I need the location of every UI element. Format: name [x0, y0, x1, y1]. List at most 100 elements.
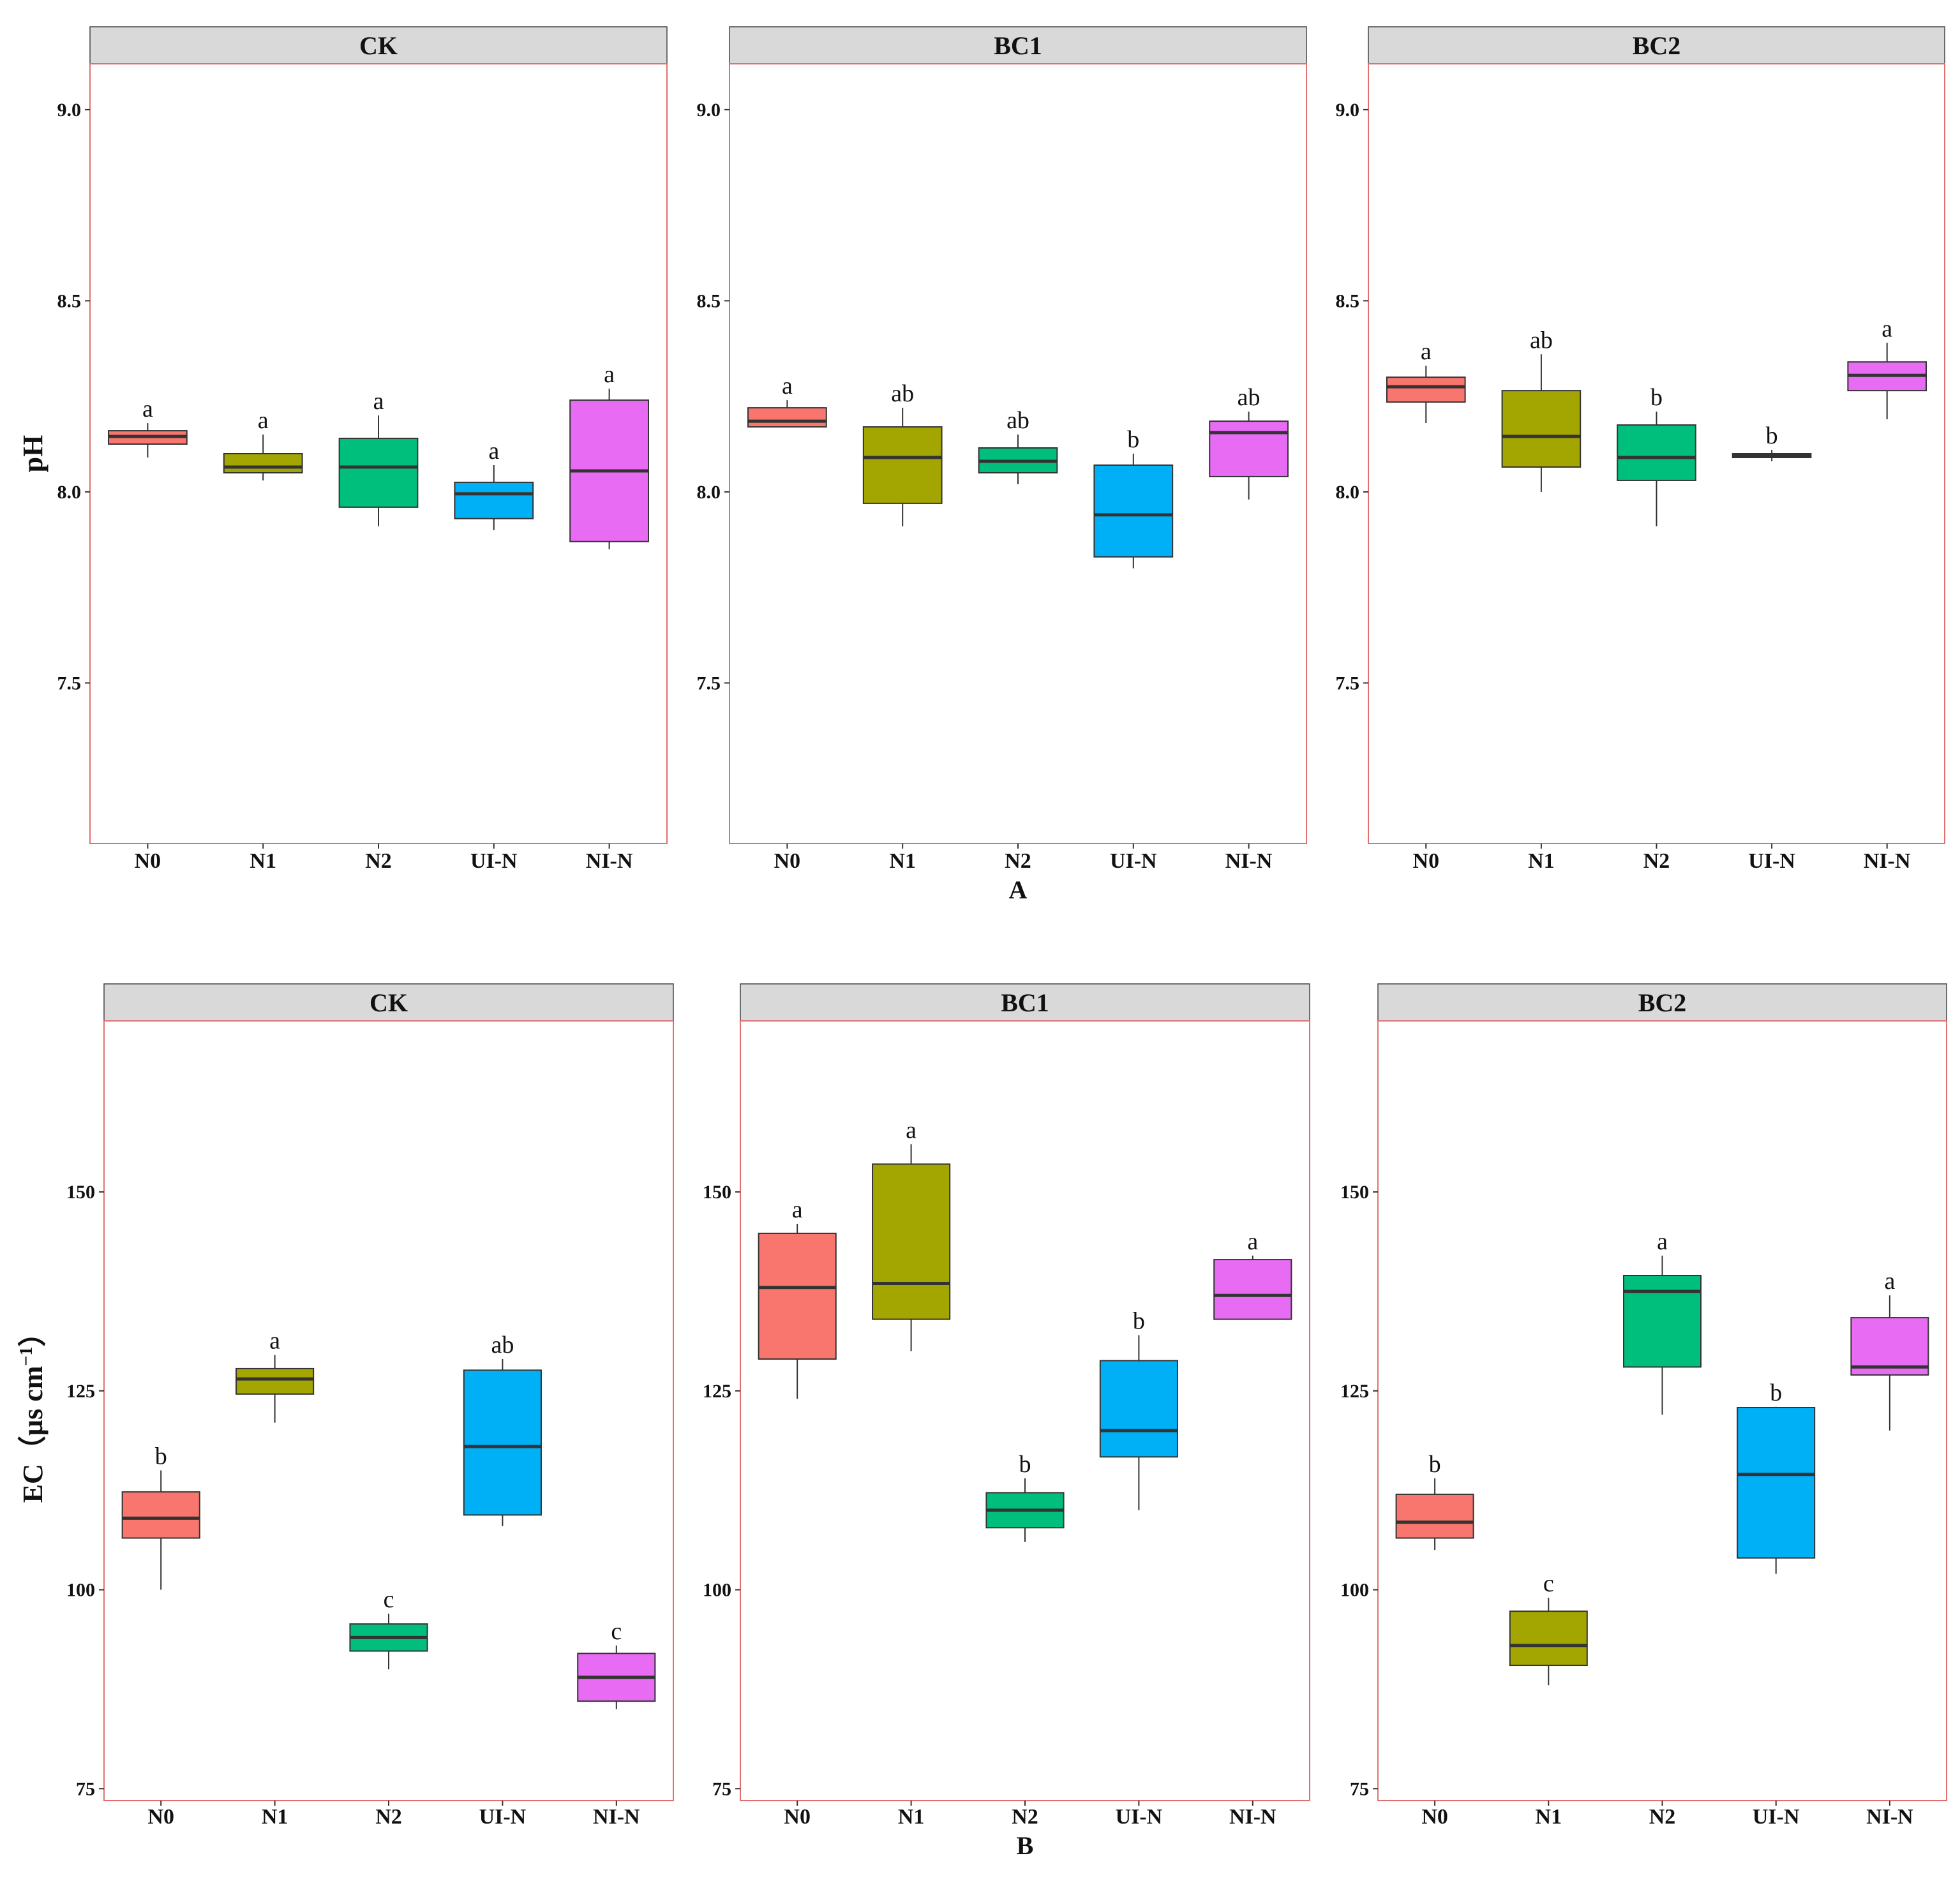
x-tick-label: N1 — [1528, 849, 1555, 873]
box-body — [1617, 424, 1696, 481]
x-tick-label: N2 — [1005, 849, 1031, 873]
y-tick-label: 9.0 — [57, 100, 82, 121]
significance-letter: c — [611, 1618, 622, 1645]
significance-letter: ab — [1238, 384, 1261, 411]
y-tick-label: 100 — [1340, 1580, 1369, 1601]
box-body — [747, 407, 827, 428]
box-N0: b — [1395, 1451, 1474, 1550]
box-body — [1501, 390, 1582, 468]
box-N0: a — [758, 1196, 837, 1399]
facet-strip — [729, 26, 1307, 64]
box-UI-N: b — [1093, 426, 1174, 569]
box-body — [1623, 1275, 1702, 1368]
x-tick-label: N1 — [1536, 1805, 1562, 1829]
x-tick-label: N1 — [250, 849, 276, 873]
facet-title: BC2 — [1633, 31, 1681, 60]
x-tick-label: N2 — [1012, 1805, 1038, 1829]
box-N0: a — [108, 396, 188, 457]
panel-border — [740, 1020, 1310, 1801]
box-N1: ab — [1501, 327, 1582, 492]
x-tick-label: NI-N — [1229, 1805, 1276, 1829]
x-tick-label: NI-N — [1225, 849, 1273, 873]
significance-letter: ab — [491, 1332, 514, 1358]
y-tick-label: 7.5 — [1336, 673, 1360, 694]
box-body — [862, 426, 943, 504]
box-body — [121, 1491, 200, 1539]
box-NI-N: a — [1850, 1268, 1929, 1431]
y-tick-label: 75 — [1350, 1778, 1369, 1799]
significance-letter: a — [258, 407, 269, 434]
box-N2: c — [349, 1586, 428, 1670]
box-N2: a — [338, 388, 419, 526]
significance-letter: b — [1766, 422, 1778, 449]
x-tick-label: N0 — [774, 849, 801, 873]
significance-letter: c — [1543, 1570, 1554, 1597]
box-body — [338, 438, 419, 508]
x-tick-label: N1 — [262, 1805, 288, 1829]
y-tick-label: 125 — [703, 1381, 731, 1402]
y-tick-label: 8.0 — [1336, 482, 1360, 503]
y-tick-label: 8.5 — [57, 290, 82, 311]
box-body — [1093, 464, 1174, 558]
y-axis-title-main: pH — [17, 435, 49, 473]
y-axis-title: pH — [17, 435, 49, 473]
box-body — [1509, 1610, 1588, 1667]
significance-letter: b — [1770, 1379, 1782, 1406]
x-tick-label: UI-N — [479, 1805, 527, 1829]
significance-letter: a — [269, 1328, 280, 1355]
x-tick-label: N0 — [1413, 849, 1440, 873]
y-axis-title-sup: −1 — [17, 1347, 36, 1366]
box-NI-N: a — [569, 361, 649, 549]
box-body — [1213, 1259, 1292, 1320]
x-tick-label: N2 — [365, 849, 392, 873]
box-N2: ab — [978, 407, 1058, 484]
significance-letter: a — [1884, 1268, 1895, 1295]
box-N1: c — [1509, 1570, 1588, 1686]
significance-letter: a — [488, 438, 499, 465]
box-NI-N: ab — [1209, 384, 1289, 500]
panel-CK: CK 7.5 8.0 8.5 9.0 a N0 a N1 a N2 a UI-N a NI-N — [57, 26, 668, 873]
x-tick-label: NI-N — [1864, 849, 1911, 873]
box-NI-N: a — [1213, 1228, 1292, 1320]
box-UI-N: b — [1737, 1379, 1816, 1574]
y-tick-label: 125 — [66, 1381, 95, 1402]
significance-letter: a — [142, 396, 153, 422]
x-tick-label: NI-N — [586, 849, 633, 873]
box-body — [236, 1367, 315, 1395]
x-tick-label: NI-N — [1866, 1805, 1913, 1829]
box-N0: b — [121, 1443, 200, 1590]
box-UI-N: b — [1099, 1308, 1178, 1510]
facet-title: BC2 — [1638, 988, 1687, 1017]
box-NI-N: a — [1847, 315, 1927, 420]
significance-letter: ab — [1530, 327, 1553, 353]
y-tick-label: 8.5 — [1336, 290, 1360, 311]
facet-title: BC1 — [994, 31, 1042, 60]
panel-BC2: BC2 75 100 125 150 b N0 c N1 a N2 b UI-N a NI-N — [1340, 983, 1947, 1829]
panel-BC1: BC1 75 100 125 150 a N0 a N1 b N2 b UI-N a NI-N — [703, 983, 1310, 1829]
y-tick-label: 150 — [703, 1182, 731, 1203]
significance-letter: c — [384, 1586, 394, 1613]
box-body — [1209, 420, 1289, 477]
panel-CK: CK 75 100 125 150 b N0 a N1 c N2 ab UI-N c NI-N — [66, 983, 674, 1829]
significance-letter: a — [1657, 1228, 1668, 1255]
y-axis-title: EC（µs cm−1） — [17, 1319, 49, 1503]
significance-letter: a — [373, 388, 384, 415]
facet-strip — [103, 983, 674, 1022]
box-UI-N: a — [454, 438, 534, 530]
box-N1: a — [223, 407, 303, 480]
x-tick-label: UI-N — [1748, 849, 1795, 873]
box-body — [758, 1232, 837, 1360]
box-N1: ab — [862, 380, 943, 526]
significance-letter: a — [1247, 1228, 1258, 1255]
box-body — [1395, 1493, 1474, 1539]
box-body — [1737, 1407, 1816, 1559]
figure-label: A — [1009, 875, 1028, 904]
box-body — [454, 481, 534, 519]
x-tick-label: N1 — [898, 1805, 925, 1829]
y-tick-label: 7.5 — [57, 673, 82, 694]
chart-row-A: CK 7.5 8.0 8.5 9.0 a N0 a N1 a N2 a UI-N a NI-N BC1 7.5 8… — [17, 26, 1945, 904]
box-NI-N: c — [577, 1618, 656, 1709]
y-tick-label: 9.0 — [697, 100, 721, 121]
box-N2: b — [985, 1451, 1065, 1542]
